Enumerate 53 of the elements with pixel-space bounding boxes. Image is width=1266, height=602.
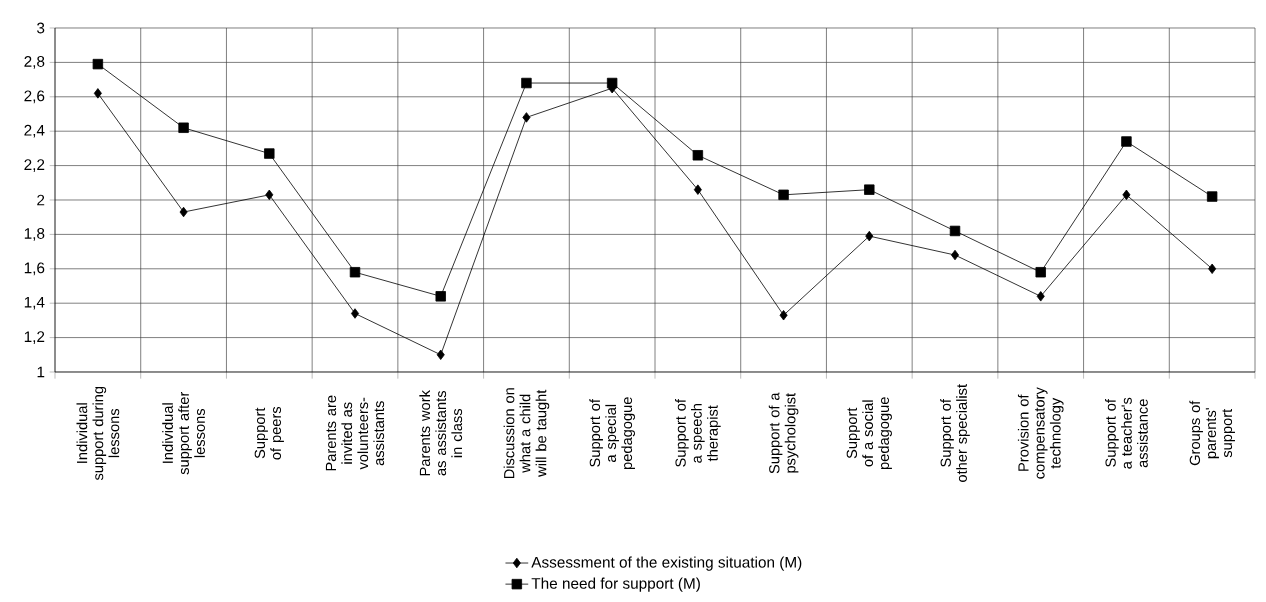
y-tick-label: 1,8 (24, 228, 45, 241)
y-tick-label: 3 (37, 22, 45, 34)
point (606, 77, 618, 89)
point (864, 184, 875, 195)
point (1122, 189, 1131, 201)
point (778, 189, 789, 201)
x-tick-label: Support of peers (254, 406, 284, 460)
point (178, 122, 189, 133)
y-tick-label: 1,6 (24, 262, 45, 276)
point (1035, 267, 1046, 278)
point (265, 189, 274, 201)
point (1208, 263, 1217, 274)
y-tick-label: 1,4 (24, 296, 45, 310)
x-tick-label: Support of a special pedagogue (589, 397, 635, 470)
point (949, 225, 961, 237)
point (522, 112, 531, 123)
point (264, 148, 275, 159)
x-tick-label: Individual support during lessons (76, 386, 120, 481)
x-tick-label: Support of a teacher's assistance (1105, 397, 1148, 469)
y-tick-label: 2,8 (24, 56, 45, 69)
x-tick-label: Support of a social pedagogue (846, 397, 892, 470)
point (1036, 291, 1045, 302)
x-tick-label: Support of a speech therapist (675, 398, 721, 467)
y-tick-label: 2,6 (24, 90, 45, 104)
x-tick-label: Parents work as assistants in class (419, 390, 463, 476)
x-tick-label: Support of other specialist (940, 384, 970, 482)
point (179, 206, 188, 218)
y-tick-label: 1 (37, 366, 45, 378)
legend-label: Assessment of the existing situation (M) (531, 556, 802, 571)
point (779, 310, 788, 321)
x-tick-label: Groups of parents' support (1189, 400, 1235, 466)
point (436, 349, 445, 360)
point (349, 267, 361, 278)
point (521, 77, 532, 89)
point (692, 150, 704, 161)
x-tick-label: Parents are invited as volunteers-assistants (325, 395, 385, 471)
y-tick-label: 2,4 (24, 124, 45, 138)
point (93, 88, 102, 99)
legend-label: The need for support (M) (531, 577, 700, 592)
point (92, 58, 104, 70)
y-tick-label: 2,2 (24, 159, 45, 172)
y-tick-label: 1,2 (24, 331, 45, 344)
x-tick-label: Discussion on what a child will be taught (503, 388, 550, 479)
x-tick-label: Provision of compensatory technology (1017, 387, 1064, 479)
point (1121, 136, 1132, 147)
x-tick-label: Individual support after lessons (162, 391, 205, 475)
x-tick-label: Support of a psychologist (768, 392, 799, 474)
point (1206, 191, 1218, 202)
y-tick-label: 2 (37, 194, 45, 206)
point (693, 184, 702, 195)
point (865, 230, 874, 242)
point (435, 291, 446, 302)
point (351, 308, 360, 319)
